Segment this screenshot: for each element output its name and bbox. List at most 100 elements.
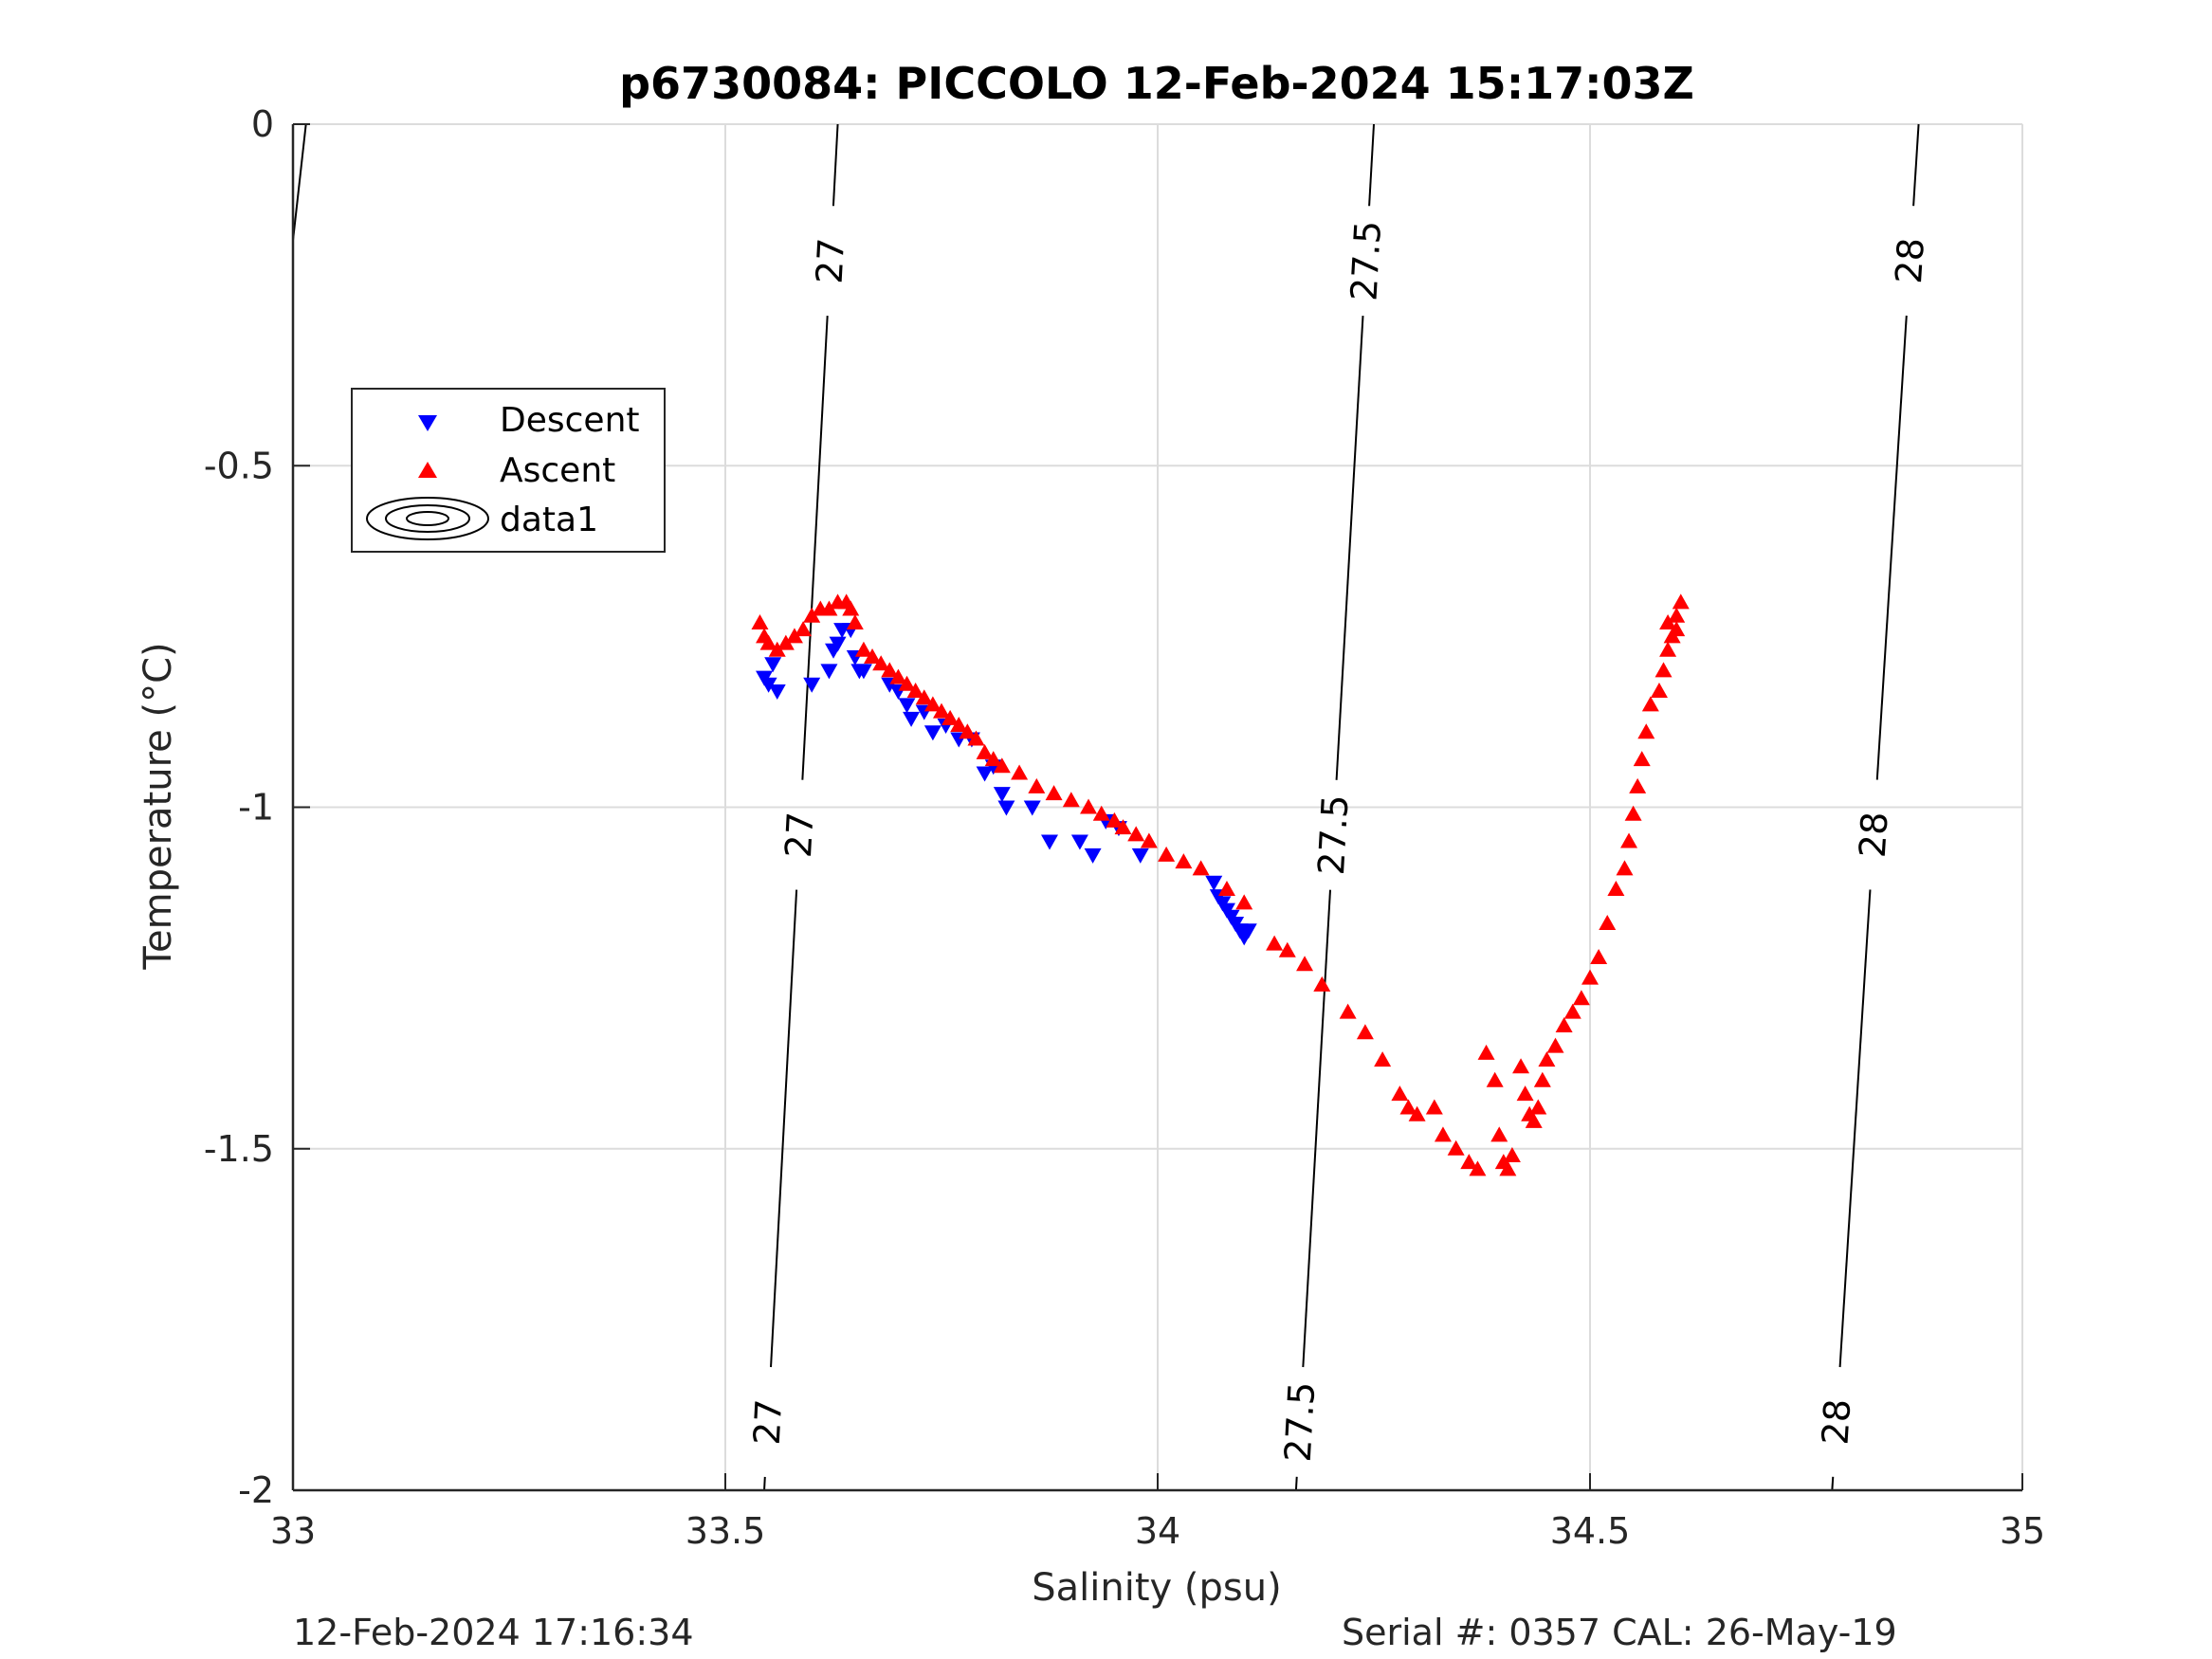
descent-point-12 xyxy=(854,664,872,680)
ascent-point-4 xyxy=(777,634,795,650)
descent-point-5 xyxy=(820,664,838,680)
ascent-point-19 xyxy=(898,675,916,691)
contour-28-segment-0 xyxy=(1912,123,1920,207)
contour-28-segment-2 xyxy=(1838,889,1872,1368)
tick-labels: 33 33.5 34 34.5 35 0 -0.5 -1 -1.5 -2 xyxy=(204,103,2045,1552)
ascent-point-30 xyxy=(993,757,1011,774)
ascent-point-18 xyxy=(889,668,907,684)
y-tick-label-0: 0 xyxy=(251,103,274,145)
ascent-point-25 xyxy=(950,717,968,733)
ascent-point-84 xyxy=(1624,805,1642,821)
ascent-point-96 xyxy=(1659,613,1677,629)
ascent-point-81 xyxy=(1607,880,1625,896)
grid-lines xyxy=(292,123,2023,1491)
ascent-point-86 xyxy=(1633,751,1651,767)
ascent-point-41 xyxy=(1158,846,1176,862)
ascent-point-79 xyxy=(1590,949,1608,965)
descent-point-27 xyxy=(1041,834,1058,850)
ascent-point-57 xyxy=(1434,1126,1452,1142)
ascent-point-55 xyxy=(1408,1105,1426,1121)
ascent-point-31 xyxy=(1011,764,1029,780)
ascent-point-54 xyxy=(1399,1099,1417,1115)
descent-point-7 xyxy=(829,636,847,652)
ascent-point-24 xyxy=(941,709,960,725)
ascent-point-88 xyxy=(1641,696,1659,712)
ascent-point-3 xyxy=(768,641,786,657)
ascent-point-70 xyxy=(1525,1112,1543,1128)
contour-label-28-2: 28 xyxy=(1814,1397,1858,1446)
contour-27-segment-2 xyxy=(770,889,798,1368)
ascent-point-47 xyxy=(1278,941,1296,957)
legend-descent-label: Descent xyxy=(500,401,640,440)
ascent-series xyxy=(751,593,1690,1176)
descent-point-16 xyxy=(903,711,921,727)
ascent-point-2 xyxy=(759,634,777,650)
ascent-point-13 xyxy=(846,613,864,629)
contour-27-segment-1 xyxy=(801,316,829,780)
x-tick-label-4: 35 xyxy=(2000,1510,2045,1552)
ascent-point-49 xyxy=(1313,975,1331,992)
y-axis-label: Temperature (°C) xyxy=(137,642,180,970)
ascent-point-94 xyxy=(1672,593,1690,610)
descent-point-29 xyxy=(1084,848,1102,864)
ascent-point-58 xyxy=(1447,1139,1465,1156)
ascent-point-38 xyxy=(1114,819,1132,835)
ascent-point-80 xyxy=(1599,914,1617,930)
ascent-point-14 xyxy=(854,641,872,657)
ascent-point-12 xyxy=(842,600,860,616)
axes xyxy=(291,123,2023,1492)
contour-label-27-0: 27 xyxy=(809,237,853,285)
ascent-point-28 xyxy=(976,743,994,759)
ascent-point-62 xyxy=(1486,1071,1504,1087)
contour-label-27.5-0: 27.5 xyxy=(1343,220,1389,302)
ascent-point-93 xyxy=(1668,607,1686,623)
contour-label-27.5-1: 27.5 xyxy=(1310,793,1357,876)
ascent-point-85 xyxy=(1629,777,1647,793)
ascent-point-72 xyxy=(1533,1071,1551,1087)
contour-27-segment-0 xyxy=(832,123,839,207)
ascent-point-45 xyxy=(1235,894,1253,910)
ascent-point-15 xyxy=(864,647,882,664)
ascent-point-42 xyxy=(1175,853,1193,869)
contour-28-segment-1 xyxy=(1875,315,1908,780)
ascent-point-37 xyxy=(1106,811,1124,828)
legend-contour-icon xyxy=(366,497,489,540)
ascent-point-46 xyxy=(1266,935,1284,951)
x-tick-label-1: 33.5 xyxy=(686,1510,766,1552)
ascent-point-78 xyxy=(1581,969,1599,985)
y-tick-label-2: -1 xyxy=(238,787,274,829)
descent-point-28 xyxy=(1070,834,1088,850)
ascent-point-32 xyxy=(1028,777,1046,793)
ascent-point-65 xyxy=(1499,1160,1517,1176)
legend-descent-marker xyxy=(418,415,437,431)
ascent-point-6 xyxy=(795,621,813,637)
contour-27-segment-3 xyxy=(763,1476,766,1491)
ascent-point-9 xyxy=(820,600,838,616)
ascent-point-44 xyxy=(1217,880,1235,896)
ascent-point-43 xyxy=(1192,860,1210,876)
legend-data1-label: data1 xyxy=(500,501,598,539)
ascent-point-73 xyxy=(1538,1051,1556,1067)
contour-label-28-0: 28 xyxy=(1888,237,1932,285)
ascent-point-61 xyxy=(1477,1044,1495,1060)
contour-label-27-1: 27 xyxy=(777,811,822,859)
ascent-point-17 xyxy=(881,662,899,678)
contour-27.5-segment-0 xyxy=(1368,123,1375,207)
ascent-point-40 xyxy=(1140,832,1158,848)
legend-ascent-label: Ascent xyxy=(500,451,615,490)
legend-ascent-marker xyxy=(418,462,437,478)
ascent-point-35 xyxy=(1080,798,1098,814)
ascent-point-91 xyxy=(1659,641,1677,657)
descent-point-33 xyxy=(1205,875,1223,891)
ascent-point-83 xyxy=(1620,832,1638,848)
x-axis-label: Salinity (psu) xyxy=(1032,1566,1281,1610)
descent-point-32 xyxy=(1131,848,1149,864)
ascent-point-27 xyxy=(967,730,985,746)
ascent-point-29 xyxy=(984,751,1002,767)
contour-27.5-segment-3 xyxy=(1294,1476,1298,1491)
ascent-point-50 xyxy=(1339,1003,1357,1019)
x-tick-label-0: 33 xyxy=(270,1510,316,1552)
ascent-point-36 xyxy=(1092,805,1110,821)
ascent-point-51 xyxy=(1356,1024,1374,1040)
